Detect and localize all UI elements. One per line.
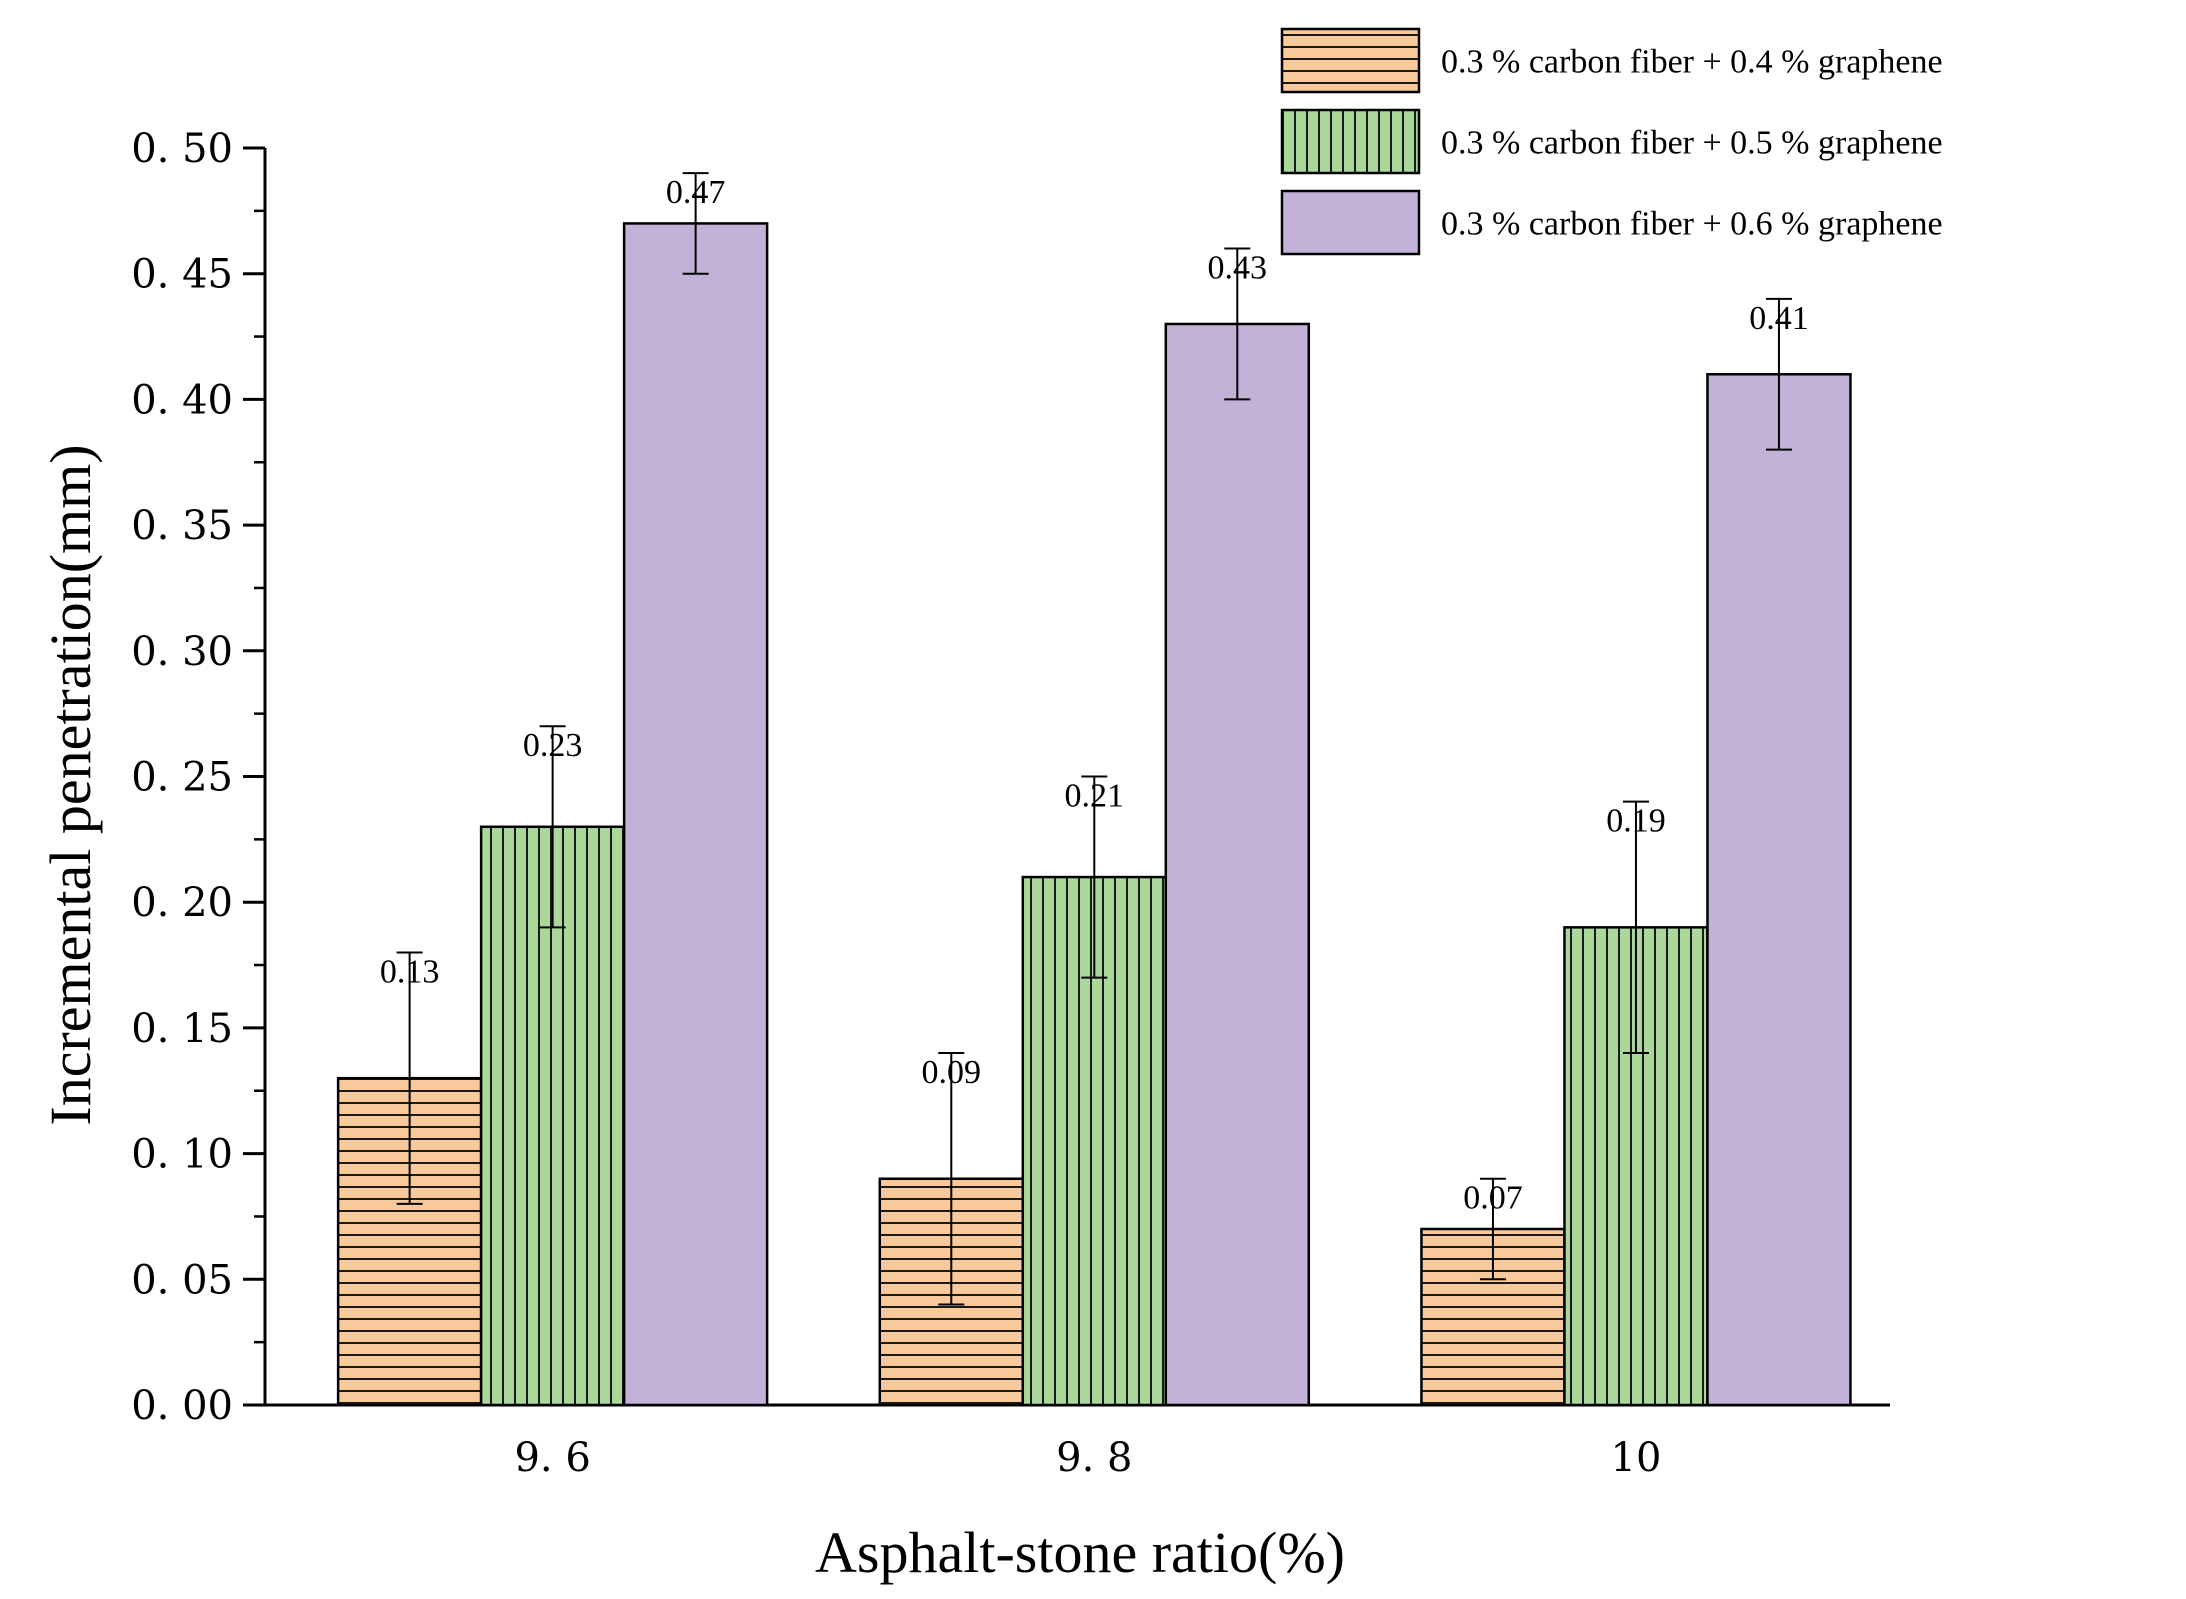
y-tick-label: 0. 50	[131, 126, 233, 172]
y-axis-title: Incremental penetration(mm)	[38, 444, 103, 1125]
data-label: 0.19	[1606, 803, 1666, 840]
legend-label: 0.3 % carbon fiber + 0.5 % graphene	[1441, 125, 1943, 162]
legend-item: 0.3 % carbon fiber + 0.6 % graphene	[1280, 189, 1943, 256]
legend-swatch	[1280, 189, 1421, 256]
bars: 0.13 0.23 0.47 0.09 0.21 0.43 0.07 0.19 0.41	[336, 172, 1852, 1407]
bar	[1706, 373, 1852, 1407]
data-label: 0.23	[523, 727, 583, 764]
y-tick-label: 0. 30	[131, 629, 233, 675]
y-tick-label: 0. 05	[131, 1257, 233, 1303]
error-bar	[1081, 775, 1108, 979]
error-bar	[682, 172, 709, 275]
data-label: 0.09	[922, 1054, 982, 1091]
y-tick-label: 0. 45	[131, 252, 233, 298]
data-label: 0.21	[1065, 778, 1125, 815]
y-axis: 0. 00 0. 05 0. 10 0. 15 0. 20 0. 25 0. 30 0. 35…	[131, 126, 267, 1429]
data-label: 0.43	[1208, 250, 1268, 287]
y-tick-label: 0. 00	[131, 1383, 233, 1429]
legend-label: 0.3 % carbon fiber + 0.4 % graphene	[1441, 44, 1943, 81]
x-tick-label: 9. 8	[1056, 1435, 1132, 1481]
y-tick-label: 0. 25	[131, 755, 233, 801]
legend-item: 0.3 % carbon fiber + 0.5 % graphene	[1280, 108, 1943, 175]
error-bar	[396, 951, 423, 1205]
y-tick-label: 0. 20	[131, 880, 233, 926]
error-bar	[938, 1052, 965, 1306]
bar	[1164, 322, 1311, 1407]
bar	[622, 222, 769, 1407]
error-bar	[1622, 800, 1649, 1055]
x-tick-label: 10	[1611, 1435, 1662, 1481]
x-tick-label: 9. 6	[514, 1435, 590, 1481]
x-axis-title: Asphalt-stone ratio(%)	[815, 1520, 1345, 1585]
error-bar	[539, 725, 566, 929]
error-bar	[1765, 297, 1792, 451]
data-label: 0.41	[1749, 300, 1809, 337]
legend-label: 0.3 % carbon fiber + 0.6 % graphene	[1441, 206, 1943, 243]
legend-item: 0.3 % carbon fiber + 0.4 % graphene	[1280, 27, 1943, 94]
legend: 0.3 % carbon fiber + 0.4 % graphene 0.3 %…	[1280, 27, 1943, 256]
y-tick-label: 0. 15	[131, 1006, 233, 1052]
y-tick-label: 0. 35	[131, 503, 233, 549]
data-label: 0.13	[380, 953, 440, 990]
legend-swatch	[1280, 27, 1421, 94]
error-bar	[1224, 247, 1251, 401]
y-tick-label: 0. 40	[131, 377, 233, 423]
data-label: 0.07	[1463, 1180, 1523, 1217]
y-tick-label: 0. 10	[131, 1132, 233, 1178]
data-label: 0.47	[666, 174, 726, 211]
legend-swatch	[1280, 108, 1421, 175]
error-bar	[1479, 1177, 1506, 1281]
